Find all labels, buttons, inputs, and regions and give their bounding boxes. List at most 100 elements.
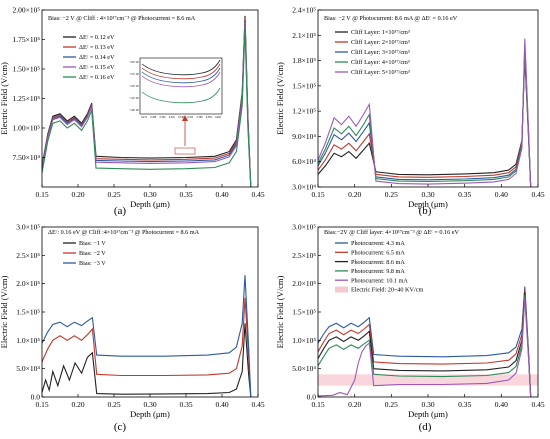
x-tick-label: 0.45 [531,190,544,199]
legend-label: Cliff Layer: 5×10¹⁷/cm³ [351,69,410,76]
x-tick-label: 0.20 [71,400,84,409]
y-tick-label: 9.0×10⁴ [292,132,316,141]
y-tick-label: 1.50×10⁵ [13,65,41,74]
x-tick-label: 0.40 [215,190,228,199]
legend-label: Photocurrent: 4.3 mA [351,240,405,247]
x-tick-label: 0.45 [251,400,264,409]
y-tick-label: 1.2×10⁵ [292,107,316,116]
legend-label: ΔEᶜ = 0.16 eV [79,74,115,81]
inset-x-tick-label: 0.304 [160,116,167,119]
y-tick-label: 2.00×10⁵ [13,6,41,15]
legend-label: Bias: −3 V [79,260,106,267]
x-tick-label: 0.15 [35,400,48,409]
inset-x-tick-label: 0.352 [187,116,194,119]
inset-x-tick-label: 0.336 [178,116,185,119]
legend-label: Cliff Layer: 2×10¹⁷/cm³ [351,39,410,46]
x-tick-label: 0.20 [71,190,84,199]
legend-label: Cliff Layer: 4×10¹⁷/cm³ [351,59,410,66]
inset-y-tick-label: 7.60×10⁴ [130,61,140,64]
chart-header: ΔEᶜ: 0.16 eV @ Cliff :4×10¹⁷cm⁻³ @ Photo… [48,229,200,236]
y-tick-label: 1.0×10⁵ [16,336,40,345]
x-tick-label: 0.45 [531,400,544,409]
y-tick-label: 6.0×10⁴ [292,157,316,166]
arrow-head-icon [182,115,188,121]
y-tick-label: 1.5×10⁵ [16,308,40,317]
y-tick-label: 3.0×10⁵ [16,223,40,232]
x-tick-label: 0.35 [458,400,471,409]
x-tick-label: 0.30 [421,190,434,199]
y-axis-label: Electric Field (V/cm) [0,275,9,348]
inset-x-tick-label: 0.288 [150,116,157,119]
x-tick-label: 0.15 [311,400,324,409]
legend-label: Bias: −1 V [79,240,106,247]
chart-panel-2: 0.15 0.20 0.25 0.30 0.35 0.40 0.45 3.0×10⁴ 6.0×1… [275,6,545,218]
series-line-1 [317,56,532,188]
legend: ΔEᶜ = 0.12 eV ΔEᶜ = 0.13 eV ΔEᶜ = 0.14 eV Δ… [63,34,115,81]
series-line-5 [317,297,532,398]
x-tick-label: 0.25 [107,400,120,409]
x-tick-label: 0.45 [251,190,264,199]
x-axis-label: Depth (μm) [408,409,448,419]
legend-label: Photocurrent: 8.6 mA [351,259,405,266]
x-tick-label: 0.20 [348,190,361,199]
y-axis-label: Electric Field (V/cm) [0,62,9,135]
y-tick-label: 0.0 [31,393,41,402]
x-axis-label: Depth (μm) [130,199,170,209]
series-line-5 [317,38,532,188]
x-tick-label: 0.30 [421,400,434,409]
y-axis-label: Electric Field (V/cm) [275,62,285,135]
panel-caption: (d) [419,421,432,433]
y-tick-label: 3.0×10⁴ [292,183,316,192]
x-tick-label: 0.35 [179,400,192,409]
legend-label: Photocurrent: 6.5 mA [351,250,405,257]
panel-caption: (a) [114,205,127,217]
highlight-band [318,374,538,386]
legend-label: Photocurrent: 9.8 mA [351,268,405,275]
x-tick-label: 0.40 [215,400,228,409]
y-tick-label: 3.0×10⁵ [292,223,316,232]
y-tick-label: 0.0 [307,393,317,402]
legend-label: ΔEᶜ = 0.12 eV [79,34,115,41]
x-tick-label: 0.40 [495,400,508,409]
chart-header: Bias: −2 V @ Cliff : 4×10¹⁷cm⁻³ @ Photoc… [48,15,196,22]
x-tick-label: 0.25 [385,190,398,199]
y-tick-label: 2.0×10⁵ [16,279,40,288]
x-tick-label: 0.15 [35,190,48,199]
y-tick-label: 1.25×10⁵ [13,94,41,103]
panel-caption: (b) [419,205,432,217]
y-tick-label: 2.5×10⁵ [292,251,316,260]
y-tick-label: 2.0×10⁵ [292,279,316,288]
series-line-4 [41,22,252,188]
series-line-2 [317,52,532,188]
zoom-region-box [174,147,196,155]
inset-series-line [141,63,221,80]
inset-series-line [141,59,221,76]
legend-label: Cliff Layer: 3×10¹⁷/cm³ [351,49,410,56]
chart-header: Bias:−2V @ Cliff layer: 4×10¹⁷cm⁻³ @ ΔEᶜ… [324,229,460,236]
legend: Cliff Layer: 1×10¹⁷/cm³ Cliff Layer: 2×10… [335,29,410,76]
inset-x-tick-label: 0.368 [197,116,204,119]
x-tick-label: 0.35 [179,190,192,199]
legend-swatch [335,286,348,293]
legend-label: ΔEᶜ = 0.13 eV [79,44,115,51]
x-tick-label: 0.30 [143,190,156,199]
y-tick-label: 1.0×10⁵ [292,336,316,345]
inset-series-line [141,71,221,88]
inset-y-tick-label: 7.45×10⁴ [130,97,140,100]
plot-frame [317,9,539,188]
legend: Photocurrent: 4.3 mA Photocurrent: 6.5 mA… [335,240,423,294]
chart-header: Bias: −2 V @ Photocurrent: 8.6 mA @ ΔEᶜ … [324,15,458,22]
series-line-1 [41,323,252,398]
series-line-3 [41,275,252,398]
legend-label: Cliff Layer: 1×10¹⁷/cm³ [351,29,410,36]
inset-x-tick-label: 0.320 [169,116,176,119]
x-tick-label: 0.25 [385,400,398,409]
inset-frame [139,57,223,115]
y-tick-label: 7.50×10⁴ [13,153,41,162]
y-axis-label: Electric Field (V/cm) [275,275,285,348]
chart-panel-4: 0.15 0.20 0.25 0.30 0.35 0.40 0.45 0.0 5.0×10⁴ 1.… [275,223,545,434]
y-tick-label: 2.5×10⁵ [16,251,40,260]
x-tick-label: 0.40 [495,190,508,199]
inset-series-line [141,67,221,84]
